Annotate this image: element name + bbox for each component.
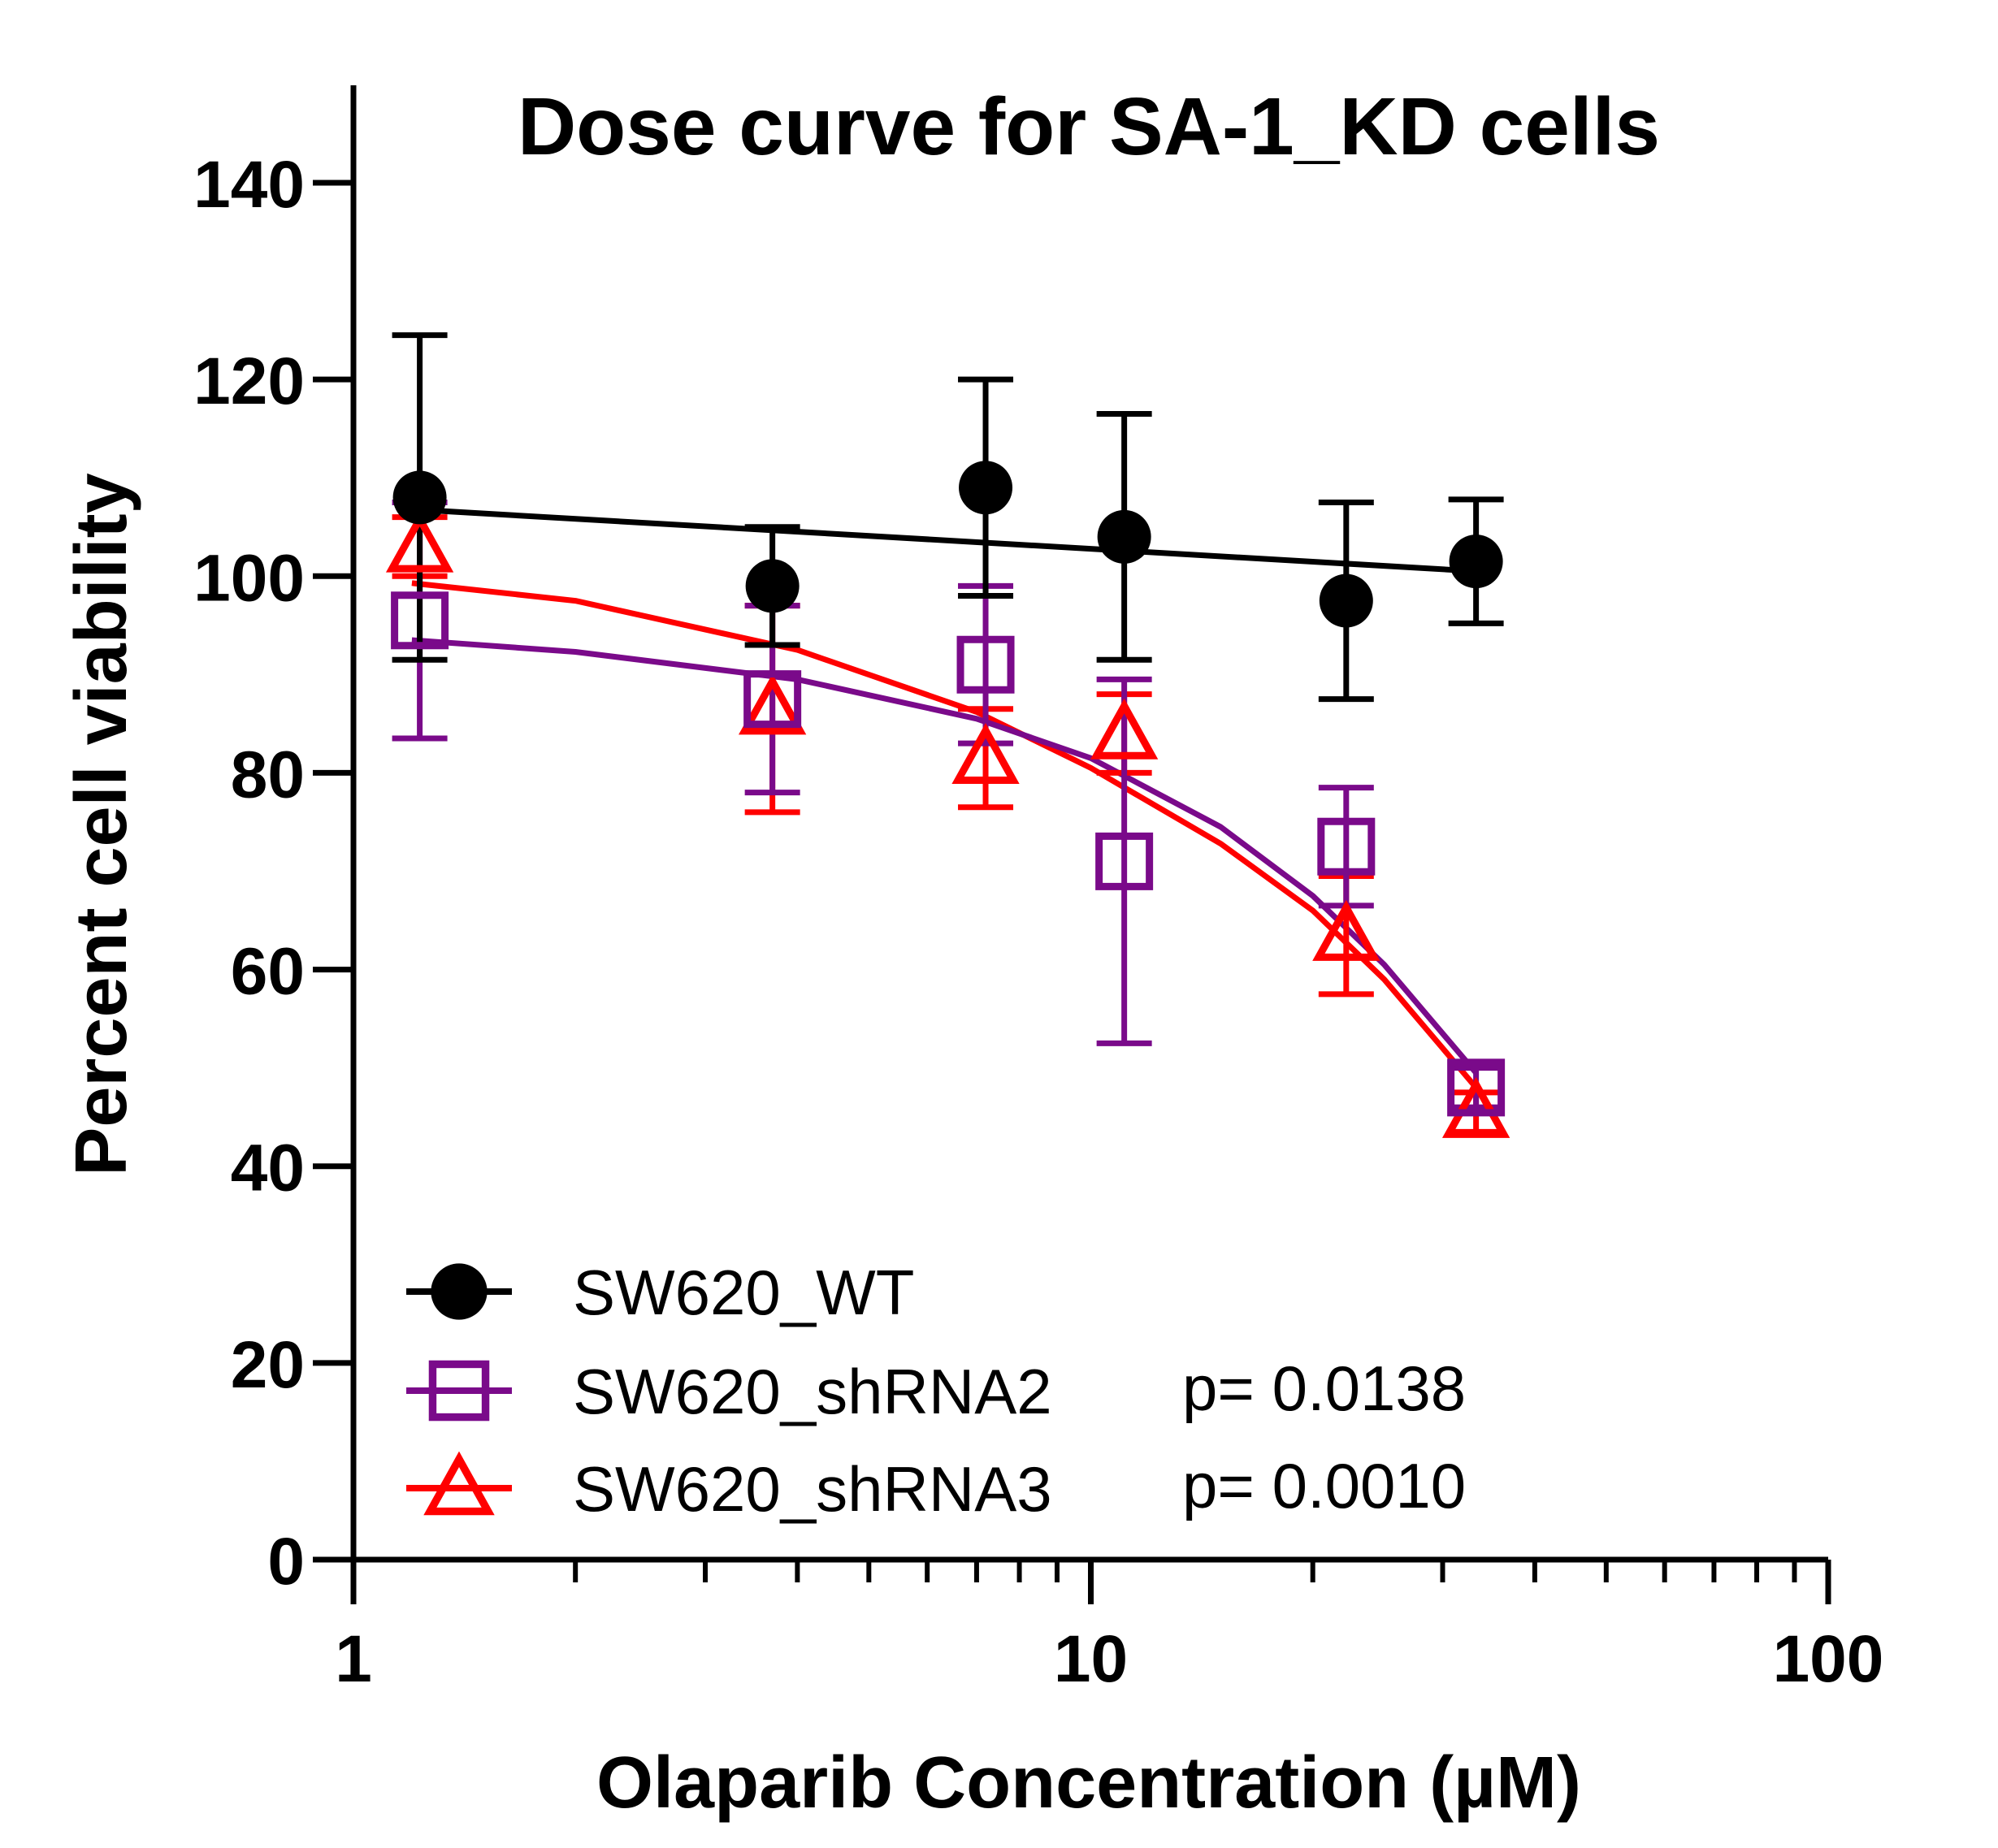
data-point-SW620_shRNA2 — [1095, 832, 1154, 890]
data-point-SW620_shRNA2 — [391, 591, 449, 650]
data-point-SW620_shRNA2 — [1317, 817, 1376, 876]
chart-title: Dose curve for SA-1_KD cells — [518, 81, 1660, 172]
axes: 0 20 40 60 80 100 120 140 1 10 100 — [193, 85, 1883, 1696]
legend: SW620_WT SW620_shRNA2 p= 0.0138 SW620_shRNA… — [406, 1257, 1466, 1525]
y-tick-label-40: 40 — [231, 1132, 305, 1205]
legend-label-SW620_shRNA3: SW620_shRNA3 — [573, 1453, 1052, 1525]
x-tick-label-10: 10 — [1054, 1622, 1128, 1696]
y-tick-label-0: 0 — [267, 1525, 305, 1599]
legend-pvalue-SW620_shRNA3: p= 0.0010 — [1182, 1450, 1466, 1521]
legend-marker-SW620_shRNA3 — [423, 1451, 495, 1516]
fit-line-SW620_shRNA3 — [411, 580, 1479, 1090]
y-tick-label-100: 100 — [193, 541, 305, 615]
fit-line-SW620_shRNA2 — [411, 637, 1479, 1075]
x-axis-label: Olaparib Concentration (µM) — [596, 1742, 1581, 1824]
data-point-SW620_shRNA3 — [385, 511, 454, 573]
data-point-SW620_shRNA3 — [1312, 899, 1380, 961]
data-point-SW620_shRNA3 — [1090, 698, 1159, 760]
data-point-SW620_WT — [1097, 509, 1151, 564]
y-tick-label-140: 140 — [193, 148, 305, 222]
y-tick-label-60: 60 — [231, 935, 305, 1009]
data-point-SW620_shRNA2 — [1447, 1058, 1506, 1117]
data-point-SW620_shRNA3 — [738, 673, 807, 735]
y-tick-label-120: 120 — [193, 344, 305, 418]
y-axis-label: Percent cell viability — [61, 473, 142, 1175]
legend-label-SW620_WT: SW620_WT — [573, 1257, 914, 1328]
x-tick-label-1: 1 — [335, 1622, 372, 1696]
fit-lines — [411, 506, 1479, 1090]
data-markers — [385, 461, 1510, 1138]
data-point-SW620_shRNA2 — [743, 670, 802, 729]
legend-label-SW620_shRNA2: SW620_shRNA2 — [573, 1356, 1052, 1427]
legend-marker-SW620_shRNA2 — [428, 1360, 490, 1422]
data-point-SW620_WT — [392, 470, 447, 525]
data-point-SW620_shRNA3 — [951, 723, 1020, 784]
fit-line-SW620_WT — [411, 506, 1476, 574]
data-point-SW620_WT — [959, 461, 1013, 515]
y-tick-label-20: 20 — [231, 1328, 305, 1402]
data-point-SW620_WT — [745, 559, 800, 613]
data-point-SW620_WT — [1319, 573, 1373, 628]
data-point-SW620_shRNA2 — [956, 635, 1015, 694]
legend-pvalue-SW620_shRNA2: p= 0.0138 — [1182, 1352, 1466, 1424]
legend-marker-SW620_WT — [431, 1263, 488, 1320]
x-tick-label-100: 100 — [1773, 1622, 1884, 1696]
y-tick-label-80: 80 — [231, 738, 305, 811]
data-point-SW620_WT — [1449, 534, 1503, 589]
error-bars — [392, 332, 1504, 1135]
